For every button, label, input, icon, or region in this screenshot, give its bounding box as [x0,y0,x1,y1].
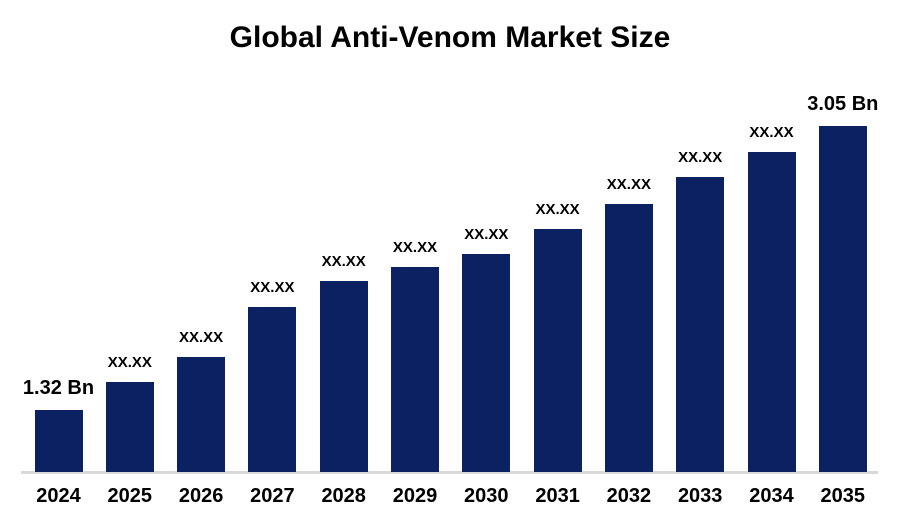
bar-value-label-2033: XX.XX [678,149,723,166]
x-axis-label-2027: 2027 [250,485,295,507]
bar-2026 [177,357,226,472]
bar-value-label-2029: XX.XX [392,239,438,256]
bar-value-label-2027: XX.XX [250,279,295,296]
bar-2030 [462,254,511,472]
x-axis-label-2035: 2035 [820,485,866,507]
bar-2031 [533,229,582,472]
bar-value-label-2024: 1.32 Bn [22,377,95,399]
bar-value-label-2034: XX.XX [749,124,794,141]
bar-2027 [248,307,297,472]
bar-2035 [818,126,867,472]
bar-2025 [105,382,154,472]
x-axis-label-2031: 2031 [535,485,580,507]
bar-value-label-2026: XX.XX [179,329,224,346]
bar-2034 [747,152,796,472]
bar-2024 [34,410,83,472]
bar-2029 [391,267,439,472]
x-axis-label-2030: 2030 [464,485,509,507]
chart-title: Global Anti-Venom Market Size [229,21,671,54]
x-axis-label-2033: 2033 [677,485,723,507]
x-axis-label-2034: 2034 [749,485,794,507]
bar-value-label-2032: XX.XX [606,176,651,193]
x-axis-line [21,471,878,474]
x-axis-label-2029: 2029 [392,485,438,507]
bar-value-label-2028: XX.XX [321,253,366,270]
bar-2028 [319,281,368,472]
x-axis-label-2032: 2032 [606,485,652,507]
bar-2032 [604,204,653,472]
bar-value-label-2031: XX.XX [535,201,580,218]
bar-value-label-2030: XX.XX [464,226,509,243]
x-axis-label-2025: 2025 [107,485,153,507]
x-axis-label-2026: 2026 [178,485,224,507]
x-axis-label-2024: 2024 [36,485,81,507]
x-axis-label-2028: 2028 [321,485,366,507]
bar-2033 [676,177,725,472]
bar-value-label-2035: 3.05 Bn [807,93,879,115]
bar-value-label-2025: XX.XX [107,354,152,371]
